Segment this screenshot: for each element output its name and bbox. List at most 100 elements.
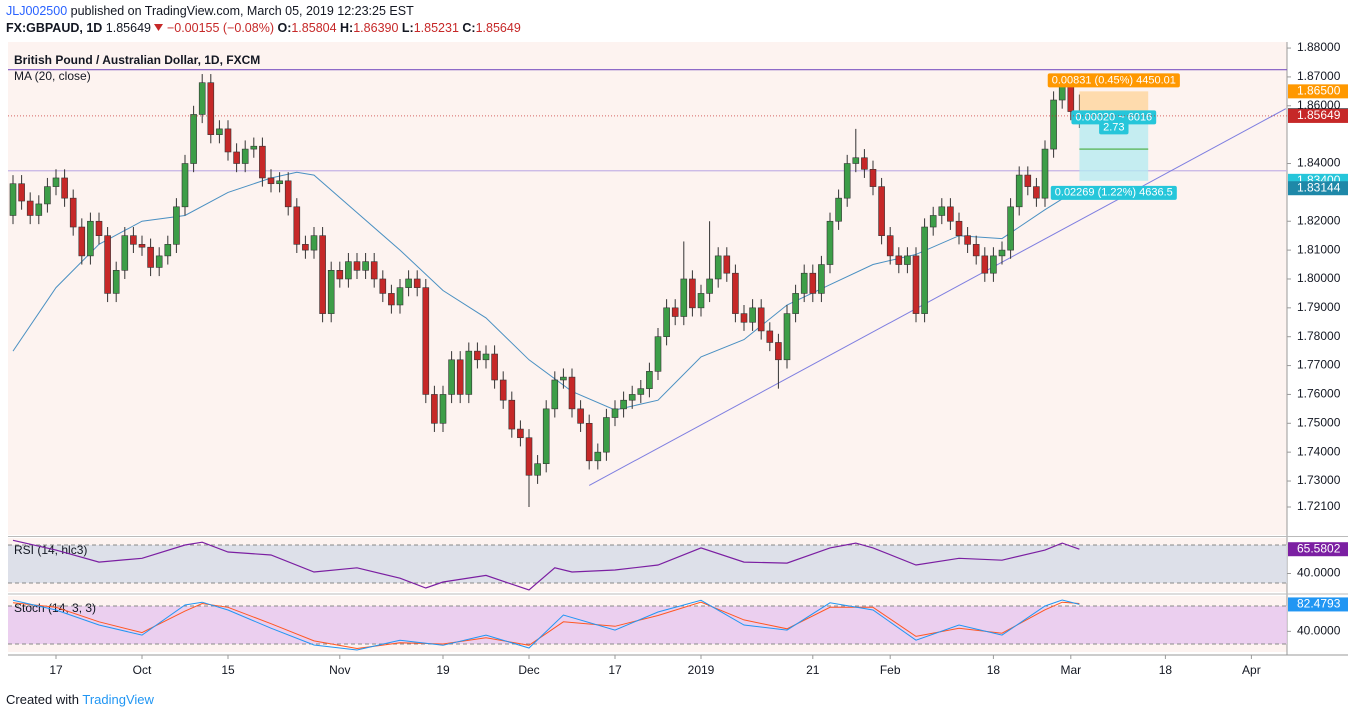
candle-body [826, 220, 834, 265]
x-tick-label: 17 [608, 663, 622, 677]
candle-body [663, 307, 670, 338]
stop-label-bg [1047, 73, 1180, 88]
candle-body [680, 278, 688, 317]
candle-body [448, 359, 455, 395]
y-tick-label: 1.84000 [1297, 156, 1341, 170]
footer: Created with TradingView [6, 692, 154, 707]
x-tick-label: Dec [518, 663, 539, 677]
candle-body [405, 278, 412, 288]
chart-title: British Pound / Australian Dollar, 1D, F… [14, 53, 260, 67]
entry-label-bg [1071, 110, 1157, 125]
candle-body [852, 157, 860, 164]
candle-body [929, 215, 937, 228]
candle-body [800, 272, 808, 294]
o-label: O: [277, 21, 292, 35]
y-tick-label: 1.81000 [1297, 242, 1341, 256]
candle-body [147, 246, 154, 268]
candle-body [345, 261, 352, 280]
candle-body [138, 244, 146, 248]
candle-body [181, 163, 189, 208]
candle-body [396, 287, 404, 306]
y-tick-label: 1.80000 [1297, 271, 1341, 285]
rsi-badge: 65.5802 [1297, 541, 1341, 555]
candle-body [809, 272, 817, 294]
candle-body [164, 244, 172, 257]
candle-body [224, 128, 232, 153]
candle-body [241, 148, 249, 164]
candle-body [646, 371, 653, 389]
x-tick-label: Feb [880, 663, 901, 677]
candle-body [112, 270, 120, 294]
candle-body [689, 278, 696, 309]
change: −0.00155 (−0.08%) [166, 21, 274, 35]
candle-body [465, 350, 473, 395]
x-tick-label: 21 [806, 663, 820, 677]
candle-body [482, 353, 490, 361]
candle-body [310, 235, 318, 251]
price-badge: 1.83144 [1297, 180, 1341, 194]
pane-legend: RSI (14, hlc3) [14, 543, 87, 557]
candle-body [61, 177, 68, 199]
created-with: Created with [6, 692, 79, 707]
candle-body [981, 255, 989, 274]
band [8, 606, 1287, 645]
stoch-k-line [12, 599, 1080, 651]
y-tick-label: 1.76000 [1297, 387, 1341, 401]
l-value: 1.85231 [413, 21, 459, 35]
symbol-line: FX:GBPAUD, 1D 1.85649 −0.00155 (−0.08%) … [6, 21, 521, 35]
x-tick-label: 18 [987, 663, 1001, 677]
candle-body [319, 235, 326, 314]
price-badge: 1.85649 [1297, 108, 1341, 122]
candle-body [766, 330, 774, 343]
y-tick-label: 1.74000 [1297, 444, 1341, 458]
candle-body [207, 82, 215, 135]
entry-label: 0.00020 ~ 6016 [1075, 111, 1152, 123]
candle-body [353, 261, 361, 271]
candle-body [921, 226, 928, 314]
candle-body [18, 183, 25, 202]
candle-body [431, 394, 438, 424]
candle-body [284, 180, 292, 208]
candle-body [499, 379, 507, 401]
y-tick-label: 40.0000 [1297, 566, 1341, 580]
candle-body [886, 235, 894, 257]
target-label-bg [1050, 185, 1177, 200]
candle-body [35, 203, 43, 216]
x-tick-label: Apr [1242, 663, 1261, 677]
candle-body [628, 394, 636, 401]
candle-body [947, 206, 954, 222]
candle-body [525, 437, 533, 476]
candle-body [293, 206, 301, 245]
candle-body [955, 220, 963, 236]
x-tick-label: 15 [221, 663, 235, 677]
candle-body [456, 359, 464, 395]
candle-body [775, 342, 782, 361]
y-tick-label: 1.88000 [1297, 40, 1341, 54]
candle-body [972, 244, 980, 257]
candle-body [259, 145, 266, 179]
candle-body [52, 177, 60, 187]
candle-body [878, 186, 885, 236]
candle-body [267, 177, 275, 185]
candle-body [671, 307, 679, 317]
candle-body [1015, 174, 1023, 208]
h-label: H: [340, 21, 354, 35]
candle-body [551, 379, 559, 410]
x-tick-label: Mar [1060, 663, 1081, 677]
candle-body [95, 220, 103, 236]
candle-body [895, 255, 903, 265]
c-label: C: [462, 21, 476, 35]
y-tick-label: 40.0000 [1297, 624, 1341, 638]
x-tick-label: Oct [133, 663, 152, 677]
candle-body [654, 336, 662, 372]
candle-body [517, 428, 524, 439]
candle-body [904, 255, 911, 265]
risk-zone [1079, 91, 1149, 116]
stoch-badge: 82.4793 [1297, 597, 1341, 611]
candle-body [938, 206, 946, 216]
candle-body [508, 399, 516, 430]
candle-body [714, 255, 722, 280]
price-badge: 1.86500 [1297, 84, 1341, 98]
candle-body [835, 197, 842, 222]
